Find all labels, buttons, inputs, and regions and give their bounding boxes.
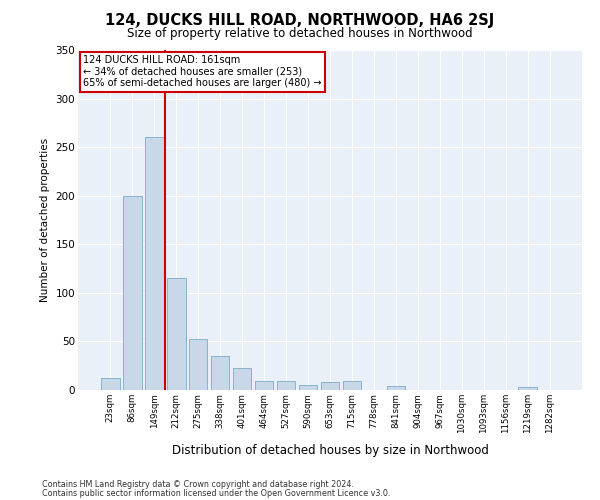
Text: Contains HM Land Registry data © Crown copyright and database right 2024.: Contains HM Land Registry data © Crown c… bbox=[42, 480, 354, 489]
Bar bbox=[211, 356, 229, 390]
Bar bbox=[145, 138, 164, 390]
Bar bbox=[189, 340, 208, 390]
Bar bbox=[101, 378, 119, 390]
Text: 124, DUCKS HILL ROAD, NORTHWOOD, HA6 2SJ: 124, DUCKS HILL ROAD, NORTHWOOD, HA6 2SJ bbox=[106, 12, 494, 28]
Text: 124 DUCKS HILL ROAD: 161sqm
← 34% of detached houses are smaller (253)
65% of se: 124 DUCKS HILL ROAD: 161sqm ← 34% of det… bbox=[83, 55, 322, 88]
Bar bbox=[277, 382, 295, 390]
Bar bbox=[299, 385, 317, 390]
Text: Contains public sector information licensed under the Open Government Licence v3: Contains public sector information licen… bbox=[42, 488, 391, 498]
Bar bbox=[167, 278, 185, 390]
Bar bbox=[320, 382, 340, 390]
Bar bbox=[255, 382, 274, 390]
Bar bbox=[343, 382, 361, 390]
Bar bbox=[518, 387, 537, 390]
Bar bbox=[123, 196, 142, 390]
Text: Size of property relative to detached houses in Northwood: Size of property relative to detached ho… bbox=[127, 28, 473, 40]
Bar bbox=[233, 368, 251, 390]
Bar bbox=[386, 386, 405, 390]
Y-axis label: Number of detached properties: Number of detached properties bbox=[40, 138, 50, 302]
X-axis label: Distribution of detached houses by size in Northwood: Distribution of detached houses by size … bbox=[172, 444, 488, 458]
